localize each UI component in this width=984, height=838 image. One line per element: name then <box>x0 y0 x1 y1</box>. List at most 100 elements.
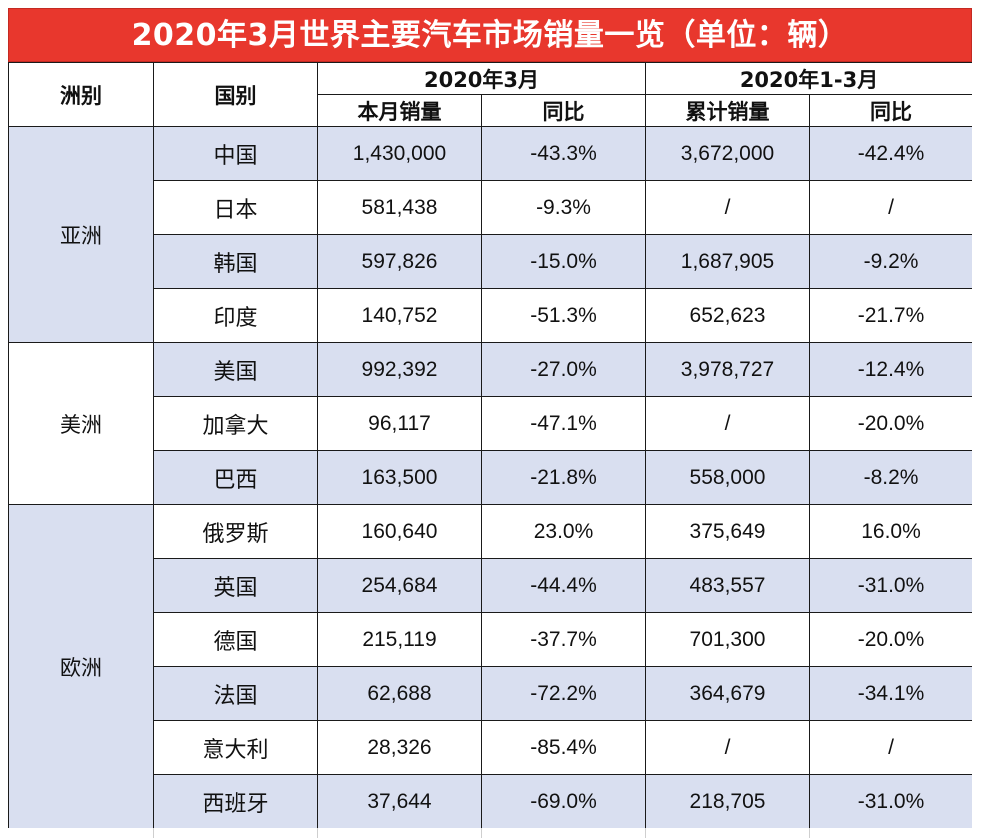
table-title: 2020年3月世界主要汽车市场销量一览（单位：辆） <box>8 8 972 62</box>
table-row: 法国 62,688 -72.2% 364,679 -34.1% <box>9 666 974 721</box>
cumulative-sales-cell: 483,557 <box>645 558 810 613</box>
table-row: 加拿大 96,117 -47.1% / -20.0% <box>9 396 974 451</box>
cumulative-sales-cell: / <box>645 720 810 775</box>
month-yoy-cell: -47.1% <box>481 396 646 451</box>
cumulative-yoy-cell: -9.2% <box>808 234 974 289</box>
gridline <box>809 828 810 838</box>
month-sales-cell: 62,688 <box>317 666 482 721</box>
month-sales-cell: 163,500 <box>317 450 482 505</box>
sheet-margin <box>972 0 984 838</box>
table-body: 亚洲 中国 1,430,000 -43.3% 3,672,000 -42.4% … <box>8 126 974 829</box>
cumulative-yoy-cell: 16.0% <box>808 504 974 559</box>
gridline <box>481 828 482 838</box>
cumulative-yoy-cell: -31.0% <box>808 774 974 829</box>
cumulative-sales-cell: / <box>645 180 810 235</box>
gridline <box>317 828 318 838</box>
continent-cell: 亚洲 <box>8 126 154 343</box>
cumulative-sales-cell: 375,649 <box>645 504 810 559</box>
cumulative-sales-cell: 558,000 <box>645 450 810 505</box>
cumulative-yoy-cell: -21.7% <box>808 288 974 343</box>
cumulative-sales-cell: 218,705 <box>645 774 810 829</box>
month-yoy-cell: -51.3% <box>481 288 646 343</box>
country-cell: 意大利 <box>153 720 318 775</box>
continent-cell: 美洲 <box>8 342 154 505</box>
table-row: 西班牙 37,644 -69.0% 218,705 -31.0% <box>9 774 974 829</box>
cumulative-yoy-cell: / <box>808 180 974 235</box>
header-cumulative-yoy: 同比 <box>808 94 974 127</box>
header-month-sales: 本月销量 <box>317 94 482 127</box>
header-group-cumulative: 2020年1-3月 <box>644 62 974 95</box>
month-yoy-cell: -85.4% <box>481 720 646 775</box>
month-yoy-cell: 23.0% <box>481 504 646 559</box>
header-group-month: 2020年3月 <box>317 62 646 95</box>
month-sales-cell: 254,684 <box>317 558 482 613</box>
header-cumulative-sales: 累计销量 <box>645 94 810 127</box>
header-month-yoy: 同比 <box>481 94 646 127</box>
month-sales-cell: 160,640 <box>317 504 482 559</box>
month-sales-cell: 140,752 <box>317 288 482 343</box>
cumulative-sales-cell: 701,300 <box>645 612 810 667</box>
table-row: 日本 581,438 -9.3% / / <box>9 180 974 235</box>
month-yoy-cell: -43.3% <box>481 126 646 181</box>
table-header: 洲别 国别 2020年3月 2020年1-3月 本月销量 同比 累计销量 同比 <box>8 62 974 127</box>
table-row: 巴西 163,500 -21.8% 558,000 -8.2% <box>9 450 974 505</box>
table-row: 韩国 597,826 -15.0% 1,687,905 -9.2% <box>9 234 974 289</box>
month-yoy-cell: -69.0% <box>481 774 646 829</box>
table-row: 英国 254,684 -44.4% 483,557 -31.0% <box>9 558 974 613</box>
month-yoy-cell: -9.3% <box>481 180 646 235</box>
cumulative-yoy-cell: -20.0% <box>808 612 974 667</box>
cumulative-yoy-cell: -31.0% <box>808 558 974 613</box>
country-cell: 英国 <box>153 558 318 613</box>
header-country: 国别 <box>153 62 318 127</box>
month-sales-cell: 992,392 <box>317 342 482 397</box>
month-sales-cell: 597,826 <box>317 234 482 289</box>
table-row: 美洲 美国 992,392 -27.0% 3,978,727 -12.4% <box>8 342 974 505</box>
table-row: 德国 215,119 -37.7% 701,300 -20.0% <box>9 612 974 667</box>
country-cell: 加拿大 <box>153 396 318 451</box>
month-yoy-cell: -27.0% <box>481 342 646 397</box>
country-cell: 巴西 <box>153 450 318 505</box>
cumulative-yoy-cell: -8.2% <box>808 450 974 505</box>
month-sales-cell: 28,326 <box>317 720 482 775</box>
table-row: 亚洲 中国 1,430,000 -43.3% 3,672,000 -42.4% <box>8 126 974 343</box>
month-yoy-cell: -15.0% <box>481 234 646 289</box>
month-sales-cell: 581,438 <box>317 180 482 235</box>
cumulative-sales-cell: 1,687,905 <box>645 234 810 289</box>
cumulative-sales-cell: 3,978,727 <box>645 342 810 397</box>
cumulative-sales-cell: 3,672,000 <box>645 126 810 181</box>
month-sales-cell: 1,430,000 <box>317 126 482 181</box>
cumulative-yoy-cell: -20.0% <box>808 396 974 451</box>
country-cell: 德国 <box>153 612 318 667</box>
table-row: 印度 140,752 -51.3% 652,623 -21.7% <box>9 288 974 343</box>
country-cell: 中国 <box>153 126 318 181</box>
cumulative-yoy-cell: -34.1% <box>808 666 974 721</box>
gridline <box>153 828 154 838</box>
cumulative-sales-cell: 364,679 <box>645 666 810 721</box>
country-cell: 俄罗斯 <box>153 504 318 559</box>
month-yoy-cell: -72.2% <box>481 666 646 721</box>
country-cell: 印度 <box>153 288 318 343</box>
sales-table: 洲别 国别 2020年3月 2020年1-3月 本月销量 同比 累计销量 同比 … <box>8 62 974 829</box>
country-cell: 日本 <box>153 180 318 235</box>
spreadsheet-gridline-strip <box>8 828 972 838</box>
month-sales-cell: 215,119 <box>317 612 482 667</box>
gridline <box>645 828 646 838</box>
month-yoy-cell: -21.8% <box>481 450 646 505</box>
month-yoy-cell: -37.7% <box>481 612 646 667</box>
table-row: 欧洲 俄罗斯 160,640 23.0% 375,649 16.0% <box>8 504 974 829</box>
month-sales-cell: 96,117 <box>317 396 482 451</box>
cumulative-sales-cell: 652,623 <box>645 288 810 343</box>
header-continent: 洲别 <box>8 62 154 127</box>
cumulative-sales-cell: / <box>645 396 810 451</box>
country-cell: 西班牙 <box>153 774 318 829</box>
table-row: 意大利 28,326 -85.4% / / <box>9 720 974 775</box>
country-cell: 韩国 <box>153 234 318 289</box>
cumulative-yoy-cell: -12.4% <box>808 342 974 397</box>
country-cell: 法国 <box>153 666 318 721</box>
continent-cell: 欧洲 <box>8 504 154 829</box>
country-cell: 美国 <box>153 342 318 397</box>
month-sales-cell: 37,644 <box>317 774 482 829</box>
month-yoy-cell: -44.4% <box>481 558 646 613</box>
cumulative-yoy-cell: / <box>808 720 974 775</box>
cumulative-yoy-cell: -42.4% <box>808 126 974 181</box>
